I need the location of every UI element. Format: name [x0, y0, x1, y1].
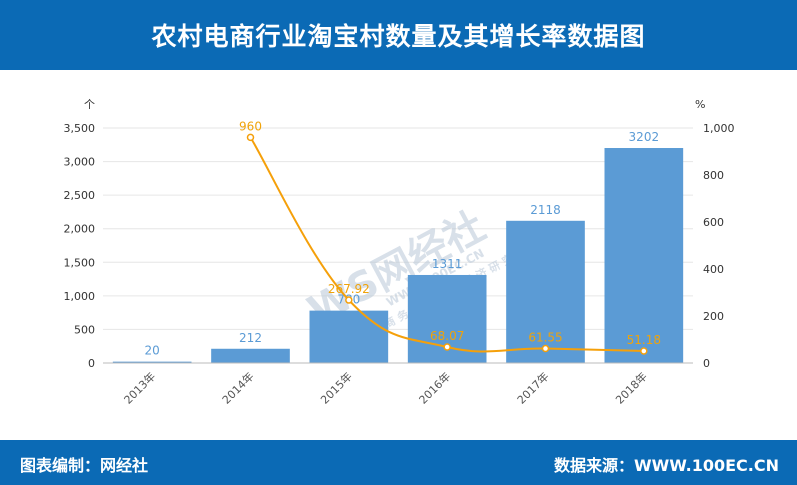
y-left-tick-label: 1,000: [64, 290, 96, 303]
x-tick-label: 2017年: [514, 369, 551, 406]
line-value-label: 51.18: [627, 333, 661, 347]
x-tick-label: 2014年: [219, 369, 256, 406]
y-right-tick-label: 0: [703, 357, 710, 370]
x-tick-label: 2018年: [612, 369, 649, 406]
bar: [112, 361, 192, 363]
x-tick-label: 2016年: [416, 369, 453, 406]
bar-value-label: 212: [239, 331, 262, 345]
bar-value-label: 2118: [530, 203, 561, 217]
bar: [604, 148, 684, 363]
chart-title-banner: 农村电商行业淘宝村数量及其增长率数据图: [0, 0, 797, 70]
y-right-tick-label: 800: [703, 169, 724, 182]
y-right-unit: %: [695, 98, 705, 111]
footer-bar: 图表编制：网经社 数据来源：WWW.100EC.CN: [0, 440, 797, 485]
x-tick-label: 2015年: [317, 369, 354, 406]
footer-source: 数据来源：WWW.100EC.CN: [553, 456, 779, 475]
y-left-tick-label: 0: [88, 357, 95, 370]
line-value-label: 61.55: [528, 331, 562, 345]
line-point: [541, 344, 550, 353]
chart-area: 0 500 1,000 1,500 2,000 2,500 3,000 3,500 0 200 40…: [64, 98, 735, 407]
y-left-tick-label: 1,500: [64, 256, 96, 269]
line-point: [640, 347, 648, 355]
x-tick-label: 2013年: [121, 369, 158, 406]
line-point: [345, 296, 353, 304]
y-left-tick-label: 2,000: [64, 223, 96, 236]
y-left-tick-label: 3,500: [64, 122, 96, 135]
bar: [309, 310, 389, 363]
chart-title: 农村电商行业淘宝村数量及其增长率数据图: [151, 22, 646, 51]
bar-value-label: 3202: [629, 130, 660, 144]
line-value-label: 267.92: [328, 282, 370, 296]
y-left-tick-label: 3,000: [64, 156, 96, 169]
y-right-tick-label: 400: [703, 263, 724, 276]
line-value-label: 68.07: [430, 329, 464, 343]
bar-value-label: 20: [145, 344, 160, 358]
bar: [211, 348, 290, 363]
bar-value-label: 1311: [432, 257, 463, 271]
y-right-tick-label: 1,000: [703, 122, 735, 135]
y-left-tick-label: 2,500: [64, 189, 96, 202]
footer-compiler: 图表编制：网经社: [20, 456, 149, 475]
line-point: [246, 133, 255, 142]
y-left-tick-label: 500: [74, 323, 95, 336]
bar: [506, 220, 585, 363]
y-right-tick-label: 200: [703, 310, 724, 323]
growth-rate-line: [249, 136, 644, 353]
y-right-tick-label: 600: [703, 216, 724, 229]
line-point: [443, 343, 451, 351]
y-left-unit: 个: [84, 98, 95, 111]
line-value-label: 960: [239, 119, 262, 133]
